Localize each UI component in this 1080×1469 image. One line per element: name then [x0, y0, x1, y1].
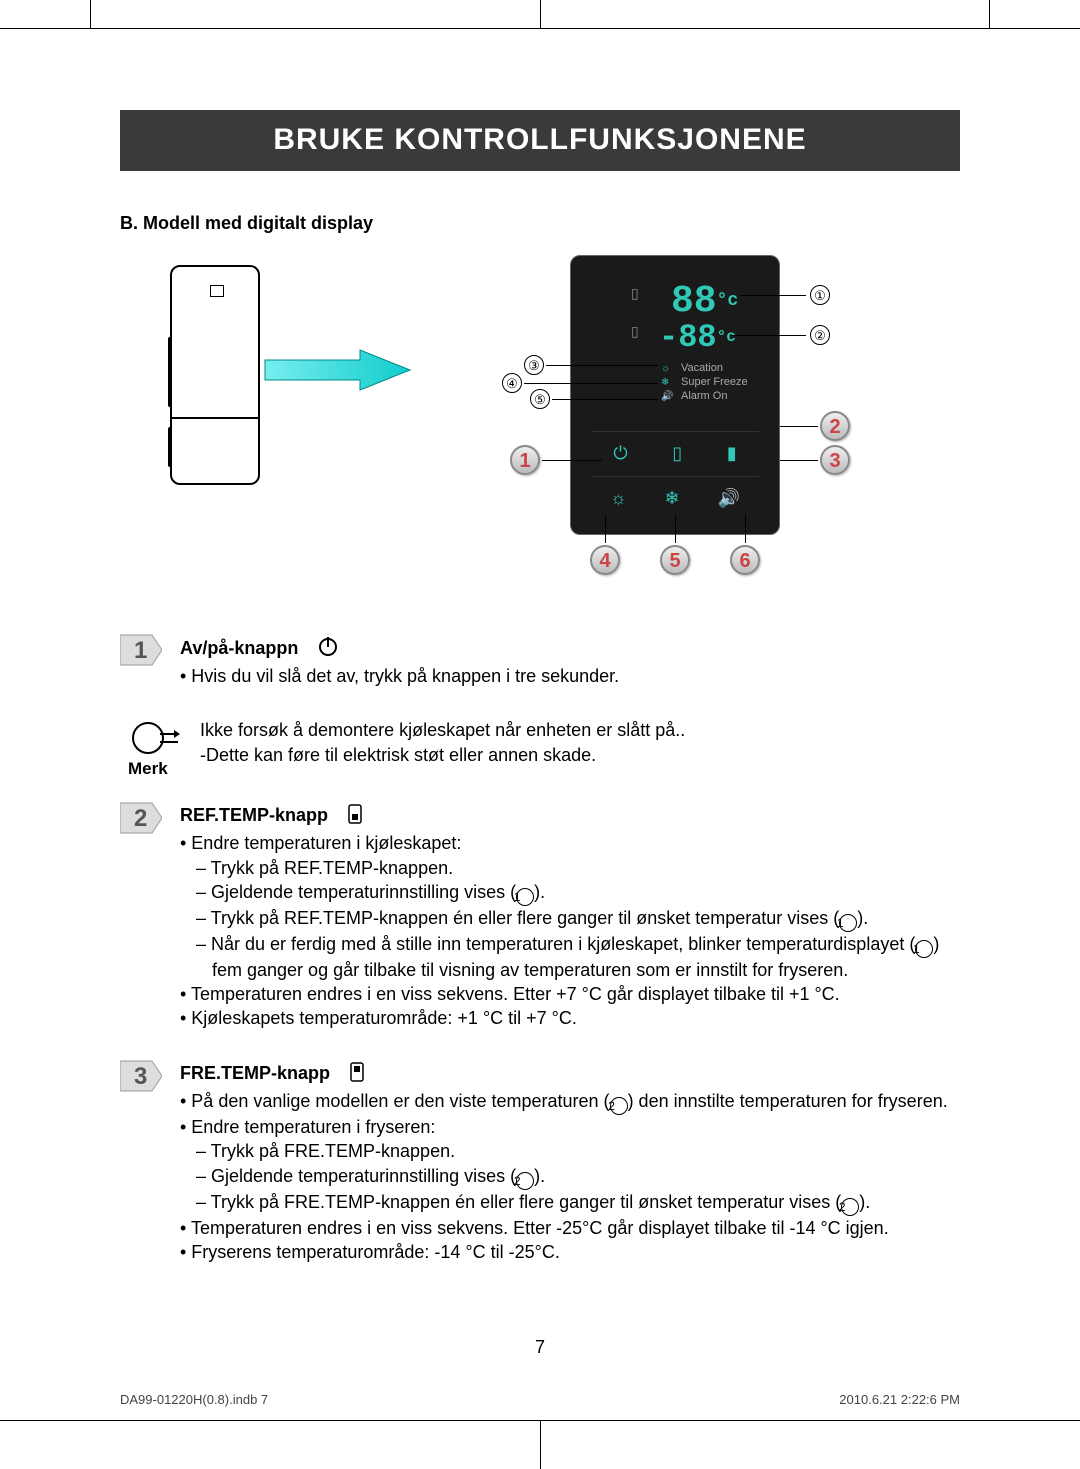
step-3-badge: 3 — [120, 1057, 162, 1095]
page-number: 7 — [0, 1335, 1080, 1359]
big-callout-2: 2 — [820, 411, 850, 441]
page: BRUKE KONTROLLFUNKSJONENE B. Modell med … — [0, 0, 1080, 1354]
fridge-outline — [170, 265, 260, 485]
sec2-b3: • Kjøleskapets temperaturområde: +1 °C t… — [180, 1006, 960, 1030]
lower-temp-display: -88°c — [659, 316, 736, 359]
alarm-btn-icon: 🔊 — [718, 486, 740, 510]
sec2-title: REF.TEMP-knapp — [180, 803, 328, 827]
big-callout-5: 5 — [660, 545, 690, 575]
callout-3: ③ — [524, 355, 544, 377]
arrow-icon — [260, 340, 420, 400]
sec2-b1: • Endre temperaturen i kjøleskapet: — [180, 831, 960, 855]
svg-text:3: 3 — [134, 1063, 147, 1090]
page-title: BRUKE KONTROLLFUNKSJONENE — [120, 110, 960, 171]
section-1: 1 Av/på-knappn • Hvis du vil slå det av,… — [120, 635, 960, 689]
ref-icon — [347, 804, 363, 824]
sec3-s1: – Trykk på FRE.TEMP-knappen. — [180, 1139, 960, 1163]
sec3-b4: • Fryserens temperaturområde: -14 °C til… — [180, 1240, 960, 1264]
step-1-badge: 1 — [120, 631, 162, 669]
button-row-2: ☼ ❄ 🔊 — [571, 486, 779, 510]
control-panel-diagram: ▯ ▯ 88°c -88°c ☼ ❄ 🔊 Vacation Super Free… — [440, 255, 960, 585]
sec2-s4: – Når du er ferdig med å stille inn temp… — [180, 932, 960, 982]
sec2-s3: – Trykk på REF.TEMP-knappen én eller fle… — [180, 906, 960, 932]
section-b-heading: B. Modell med digitalt display — [120, 211, 960, 235]
sec3-b3: • Temperaturen endres i en viss sekvens.… — [180, 1216, 960, 1240]
vacation-btn-icon: ☼ — [610, 486, 627, 510]
vacation-icon: ☼ — [661, 362, 670, 376]
diagram-row: ▯ ▯ 88°c -88°c ☼ ❄ 🔊 Vacation Super Free… — [120, 255, 960, 585]
power-icon — [317, 635, 339, 657]
svg-text:2: 2 — [134, 805, 147, 832]
fridge-icon: ▯ — [631, 284, 639, 303]
section-3: 3 FRE.TEMP-knapp • På den vanlige modell… — [120, 1061, 960, 1264]
alarm-icon: 🔊 — [661, 390, 673, 404]
big-callout-3: 3 — [820, 445, 850, 475]
merk-line1: Ikke forsøk å demontere kjøleskapet når … — [200, 718, 960, 742]
sec1-title: Av/på-knappn — [180, 636, 298, 660]
power-icon: ⏻ — [613, 441, 627, 465]
merk-note: Merk Ikke forsøk å demontere kjøleskapet… — [120, 718, 960, 767]
svg-text:1: 1 — [134, 637, 147, 664]
sec3-b2: • Endre temperaturen i fryseren: — [180, 1115, 960, 1139]
fre-icon — [349, 1062, 365, 1082]
footer-filename: DA99-01220H(0.8).indb 7 — [120, 1391, 268, 1409]
sec3-b1: • På den vanlige modellen er den viste t… — [180, 1089, 960, 1115]
big-callout-1: 1 — [510, 445, 540, 475]
fridge-diagram — [120, 255, 440, 515]
footer-timestamp: 2010.6.21 2:22:6 PM — [839, 1391, 960, 1409]
button-row-1: ⏻ ▯ ▮ — [571, 441, 779, 465]
step-2-badge: 2 — [120, 799, 162, 837]
sec3-title: FRE.TEMP-knapp — [180, 1061, 330, 1085]
freezer-icon: ▯ — [631, 322, 639, 341]
note-icon — [130, 718, 180, 758]
callout-5: ⑤ — [530, 389, 550, 411]
sec1-b1: • Hvis du vil slå det av, trykk på knapp… — [180, 664, 960, 688]
freeze-btn-icon: ❄ — [664, 486, 679, 510]
sec2-s2: – Gjeldende temperaturinnstilling vises … — [180, 880, 960, 906]
control-panel: ▯ ▯ 88°c -88°c ☼ ❄ 🔊 Vacation Super Free… — [570, 255, 780, 535]
big-callout-4: 4 — [590, 545, 620, 575]
mode-labels: Vacation Super Freeze Alarm On — [681, 361, 748, 403]
sec3-s3: – Trykk på FRE.TEMP-knappen én eller fle… — [180, 1190, 960, 1216]
sec2-s1: – Trykk på REF.TEMP-knappen. — [180, 856, 960, 880]
sec3-s2: – Gjeldende temperaturinnstilling vises … — [180, 1164, 960, 1190]
ref-temp-icon: ▯ — [672, 441, 682, 465]
big-callout-6: 6 — [730, 545, 760, 575]
superfreeze-icon: ❄ — [661, 376, 669, 390]
merk-label: Merk — [128, 758, 168, 781]
callout-4: ④ — [502, 373, 522, 395]
callout-2: ② — [810, 325, 830, 347]
callout-1: ① — [810, 285, 830, 307]
merk-line2: -Dette kan føre til elektrisk støt eller… — [200, 743, 960, 767]
sec2-b2: • Temperaturen endres i en viss sekvens.… — [180, 982, 960, 1006]
section-2: 2 REF.TEMP-knapp • Endre temperaturen i … — [120, 803, 960, 1031]
fre-temp-icon: ▮ — [727, 441, 737, 465]
